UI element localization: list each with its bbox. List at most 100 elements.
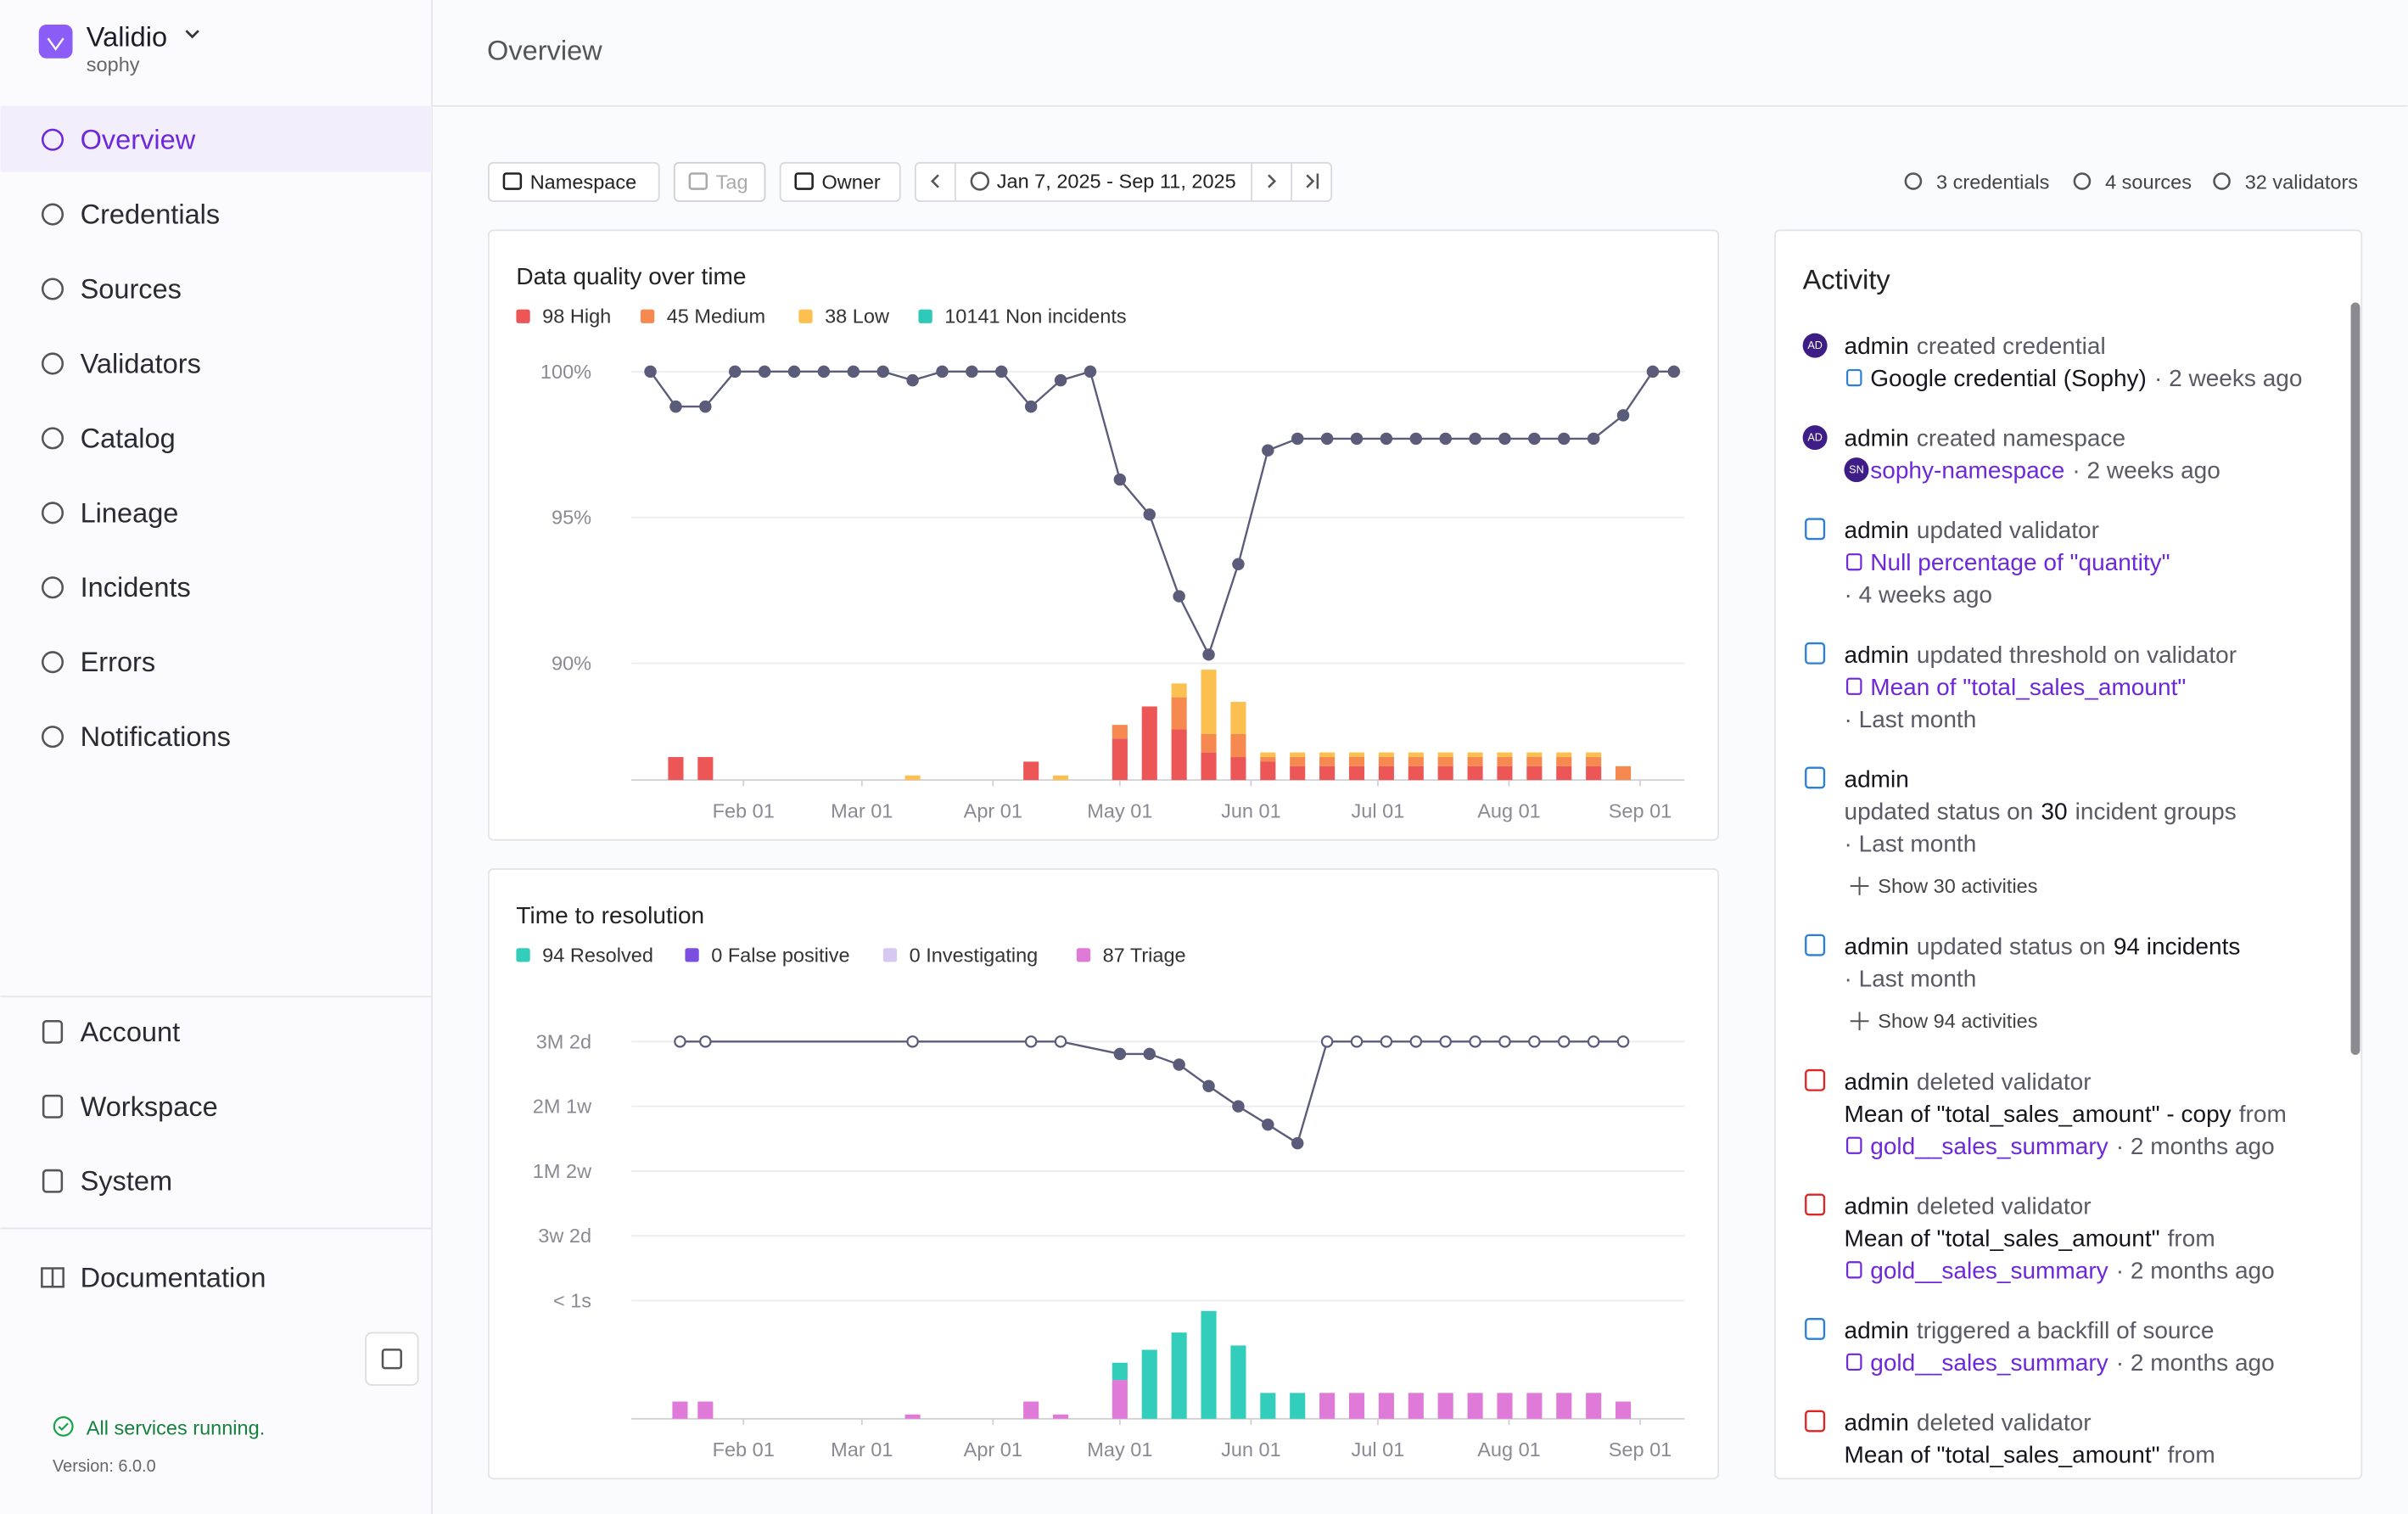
activity-line[interactable]: Show 30 activities xyxy=(1878,875,2037,897)
y-tick-label: 3M 2d xyxy=(536,1030,591,1052)
activity-line: gold__sales_summary · 2 months ago xyxy=(1870,1257,2274,1283)
undo-icon xyxy=(1805,1318,1826,1340)
app-chevron[interactable] xyxy=(185,30,199,39)
line-point xyxy=(1291,432,1304,446)
activity-list: AD admin created credential Google credenti… xyxy=(1802,333,2302,1467)
activity-line: admin xyxy=(1844,765,1908,792)
line-point xyxy=(906,373,919,387)
activity-link[interactable]: gold__sales_summary xyxy=(1870,1132,2108,1158)
x-tick-label: Apr 01 xyxy=(964,799,1022,821)
line-point xyxy=(787,365,801,378)
nav-item[interactable]: Errors xyxy=(81,647,156,677)
nav-item[interactable]: System xyxy=(81,1166,173,1197)
activity-normal: incident groups xyxy=(2075,798,2237,824)
activity-line: admin created credential xyxy=(1844,333,2105,359)
next-button[interactable] xyxy=(1268,174,1277,188)
bar-segment xyxy=(697,1401,714,1419)
nav-item[interactable]: Lineage xyxy=(81,497,179,528)
line-point xyxy=(1646,365,1660,378)
bar-segment xyxy=(1586,765,1602,781)
filter-button[interactable] xyxy=(487,161,660,202)
activity-line: · Last month xyxy=(1844,830,1976,856)
activity-actor: admin xyxy=(1844,424,1908,451)
activity-link[interactable]: sophy-namespace xyxy=(1870,457,2064,483)
bar-segment xyxy=(1141,706,1157,781)
bar-segment xyxy=(1378,765,1394,781)
y-tick-label: 100% xyxy=(540,361,591,383)
bar-segment xyxy=(1408,757,1424,766)
activity-line[interactable]: Show 94 activities xyxy=(1878,1010,2037,1032)
nav-item[interactable]: Overview xyxy=(81,125,196,155)
activity-line: gold__sales_summary · 2 months ago xyxy=(1870,1349,2274,1375)
line-point xyxy=(1024,1035,1038,1048)
nav-item[interactable]: Notifications xyxy=(81,721,231,752)
nav-item[interactable]: Account xyxy=(81,1017,181,1047)
logo[interactable] xyxy=(38,24,73,59)
x-tick-label: May 01 xyxy=(1087,1438,1152,1461)
last-button[interactable] xyxy=(1306,173,1319,189)
activity-show[interactable]: Show 30 activities xyxy=(1878,875,2037,897)
activity-link[interactable]: gold__sales_summary xyxy=(1870,1349,2108,1375)
line-point xyxy=(1024,400,1038,413)
line-point xyxy=(1528,432,1541,446)
line-point xyxy=(1469,432,1481,446)
documentation-link[interactable]: Documentation xyxy=(81,1262,266,1293)
line-point xyxy=(906,1035,919,1048)
nav-icon xyxy=(41,651,64,674)
prev-button[interactable] xyxy=(930,174,939,188)
app-name[interactable]: Validio xyxy=(87,21,167,52)
bar-segment xyxy=(1319,765,1336,781)
scrollbar[interactable] xyxy=(2350,302,2360,1056)
nav-item[interactable]: Credentials xyxy=(81,199,221,230)
bar-segment xyxy=(1171,1332,1187,1419)
line-point xyxy=(817,365,831,378)
activity-link[interactable]: Null percentage of "quantity" xyxy=(1870,549,2170,575)
activity-muted: · 4 weeks ago xyxy=(1844,581,1992,608)
bar-segment xyxy=(1201,1310,1217,1419)
line-point xyxy=(1173,590,1185,603)
bar-segment xyxy=(1378,1393,1394,1419)
filter-label[interactable]: Namespace xyxy=(530,171,636,193)
legend-label: 98 High xyxy=(542,306,611,328)
bar-segment xyxy=(1230,757,1246,781)
activity-line: admin updated status on 94 incidents xyxy=(1844,933,2240,959)
activity-link[interactable]: Mean of "total_sales_amount" xyxy=(1870,673,2186,699)
filter-button[interactable] xyxy=(779,161,901,202)
activity-link[interactable]: gold__sales_summary xyxy=(1870,1257,2108,1283)
nav-item[interactable]: Validators xyxy=(81,348,201,378)
version[interactable]: Version: 6.0.0 xyxy=(53,1457,156,1476)
legend-label: 87 Triage xyxy=(1103,944,1186,966)
activity-normal: from xyxy=(2168,1441,2215,1467)
nav-item[interactable]: Incidents xyxy=(81,572,191,603)
line-point xyxy=(699,400,712,413)
date-range[interactable]: Jan 7, 2025 - Sep 11, 2025 xyxy=(997,171,1236,193)
activity-show[interactable]: Show 94 activities xyxy=(1878,1010,2037,1032)
y-tick-label: 3w 2d xyxy=(538,1225,591,1247)
nav-icon xyxy=(42,1019,64,1044)
line-point xyxy=(1084,365,1097,378)
activity-line: admin updated validator xyxy=(1844,517,2098,543)
bar-segment xyxy=(1615,765,1632,781)
line-point xyxy=(699,1035,712,1048)
line-point xyxy=(1350,1035,1364,1048)
nav-item[interactable]: Workspace xyxy=(81,1091,218,1122)
nav-item[interactable]: Catalog xyxy=(81,423,176,453)
collapse-button[interactable] xyxy=(365,1332,419,1386)
legend-swatch xyxy=(882,948,898,962)
activity-actor: admin xyxy=(1844,1409,1908,1435)
activity-line: · 4 weeks ago xyxy=(1844,581,1992,608)
bar-segment xyxy=(1408,1393,1424,1419)
bar-segment xyxy=(904,775,921,781)
nav-item[interactable]: Sources xyxy=(81,274,182,305)
filter-icon xyxy=(794,172,814,190)
legend-label: 0 Investigating xyxy=(910,944,1039,966)
edit-icon xyxy=(1805,642,1826,664)
line-point xyxy=(1291,1136,1304,1150)
filter-label[interactable]: Owner xyxy=(821,171,880,193)
line-point xyxy=(1380,1035,1393,1048)
activity-normal: updated status on xyxy=(1844,798,2033,824)
nav-icon xyxy=(41,502,64,524)
x-tick-label: Sep 01 xyxy=(1609,1438,1672,1461)
